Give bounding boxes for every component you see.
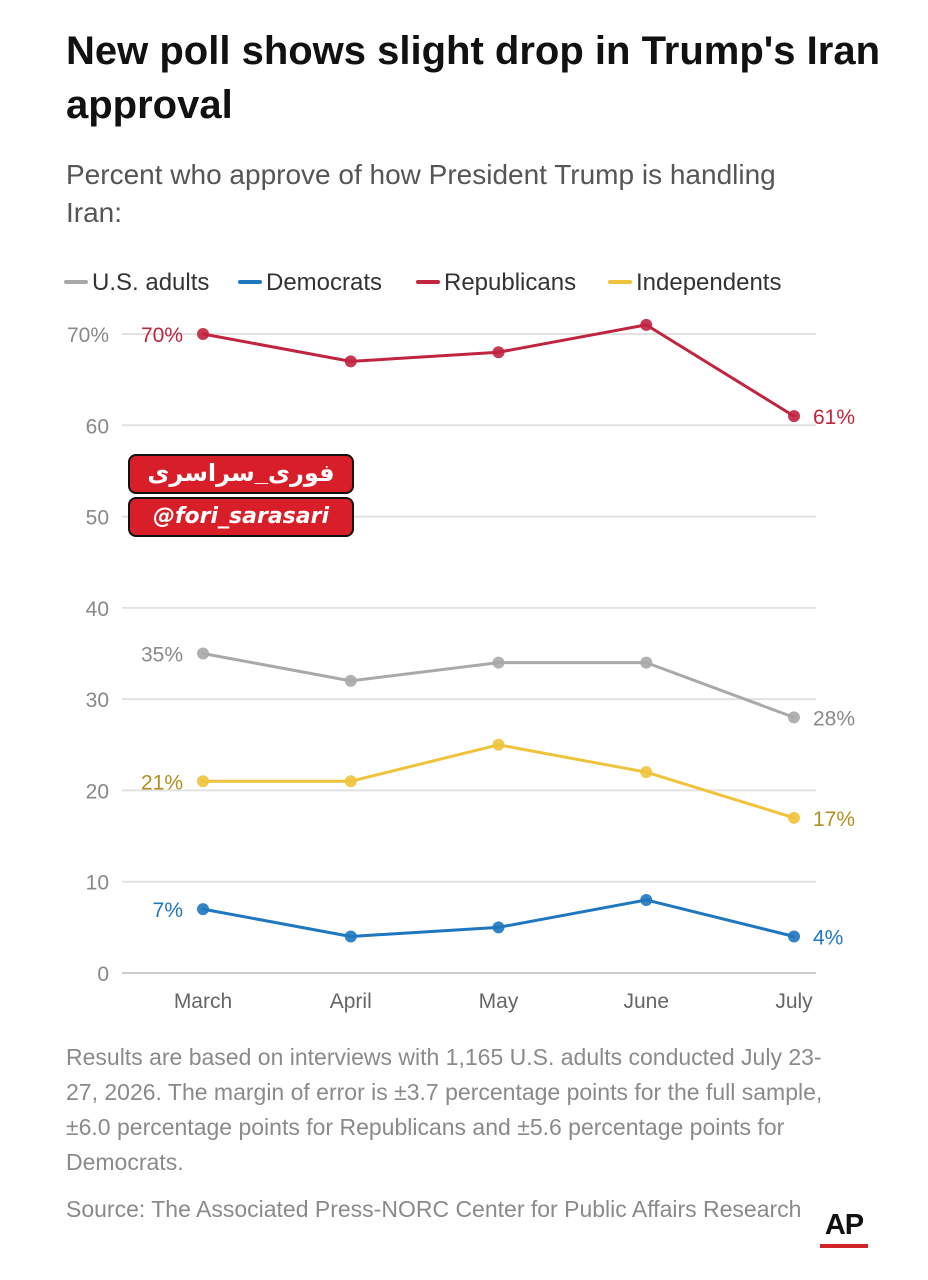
x-tick-label: May bbox=[479, 990, 519, 1013]
data-point bbox=[640, 656, 653, 669]
y-tick-label: 30 bbox=[86, 689, 109, 712]
y-tick-label: 0 bbox=[97, 963, 109, 986]
watermark-handle: @fori_sarasari bbox=[128, 497, 354, 537]
x-tick-label: April bbox=[330, 990, 372, 1013]
data-point bbox=[344, 355, 357, 368]
series-line-4 bbox=[201, 743, 796, 820]
y-tick-label: 10 bbox=[86, 872, 109, 895]
data-point bbox=[344, 674, 357, 687]
data-label-end: 61% bbox=[813, 406, 855, 429]
ap-logo: AP bbox=[820, 1210, 868, 1248]
y-tick-label: 20 bbox=[86, 780, 109, 803]
data-point bbox=[788, 711, 800, 724]
chart-source: Source: The Associated Press-NORC Center… bbox=[66, 1196, 802, 1222]
y-tick-label: 50 bbox=[86, 507, 109, 530]
data-point bbox=[788, 930, 800, 943]
data-point bbox=[492, 738, 505, 751]
x-tick-label: March bbox=[174, 990, 232, 1013]
data-point bbox=[197, 647, 209, 660]
data-label-start: 70% bbox=[141, 324, 183, 347]
data-label-start: 7% bbox=[153, 899, 183, 922]
data-point bbox=[492, 346, 505, 359]
y-tick-label: 70% bbox=[67, 324, 109, 347]
data-label-end: 17% bbox=[813, 808, 855, 831]
legend-label-2: Democrats bbox=[266, 269, 382, 296]
data-point bbox=[788, 410, 800, 423]
data-point bbox=[640, 766, 653, 779]
data-point bbox=[492, 656, 505, 669]
x-tick-label: July bbox=[775, 990, 813, 1013]
data-point bbox=[640, 318, 653, 331]
chart-legend: U.S. adults Democrats Republicans Independe… bbox=[64, 269, 781, 296]
data-point bbox=[492, 921, 505, 934]
line-chart: U.S. adults Democrats Republicans Independe… bbox=[64, 269, 855, 1013]
data-label-end: 4% bbox=[813, 926, 843, 949]
chart-subtitle: Percent who approve of how President Tru… bbox=[66, 159, 776, 228]
data-point bbox=[197, 328, 209, 340]
data-point bbox=[788, 811, 800, 824]
series-line-3 bbox=[201, 323, 796, 418]
data-labels: 35% 28% 7% 4% 70% 61% 21% 17% bbox=[141, 324, 855, 949]
legend-label-4: Independents bbox=[636, 269, 781, 296]
data-point bbox=[197, 775, 209, 788]
y-tick-label: 40 bbox=[86, 598, 109, 621]
data-label-end: 28% bbox=[813, 707, 855, 730]
legend-label-3: Republicans bbox=[444, 269, 576, 296]
chart-grid bbox=[122, 333, 816, 974]
legend-label-1: U.S. adults bbox=[92, 269, 209, 296]
data-point bbox=[197, 903, 209, 916]
data-point bbox=[640, 893, 653, 906]
x-tick-label: June bbox=[623, 990, 669, 1013]
y-tick-label: 60 bbox=[86, 415, 109, 438]
watermark-persian-text: فوری_سراسری bbox=[128, 454, 354, 494]
data-label-start: 21% bbox=[141, 771, 183, 794]
chart-footnote: Results are based on interviews with 1,1… bbox=[66, 1044, 823, 1175]
x-axis: March April May June July bbox=[174, 990, 813, 1013]
data-point bbox=[344, 930, 357, 943]
data-label-start: 35% bbox=[141, 644, 183, 667]
chart-series bbox=[197, 318, 800, 943]
ap-logo-bar bbox=[820, 1244, 868, 1248]
channel-watermark: فوری_سراسری @fori_sarasari bbox=[128, 454, 354, 540]
chart-title: New poll shows slight drop in Trump's Ir… bbox=[66, 29, 881, 127]
ap-logo-text: AP bbox=[824, 1209, 864, 1241]
y-axis: 0 10 20 30 40 50 60 70% bbox=[67, 324, 109, 986]
data-point bbox=[344, 775, 357, 788]
